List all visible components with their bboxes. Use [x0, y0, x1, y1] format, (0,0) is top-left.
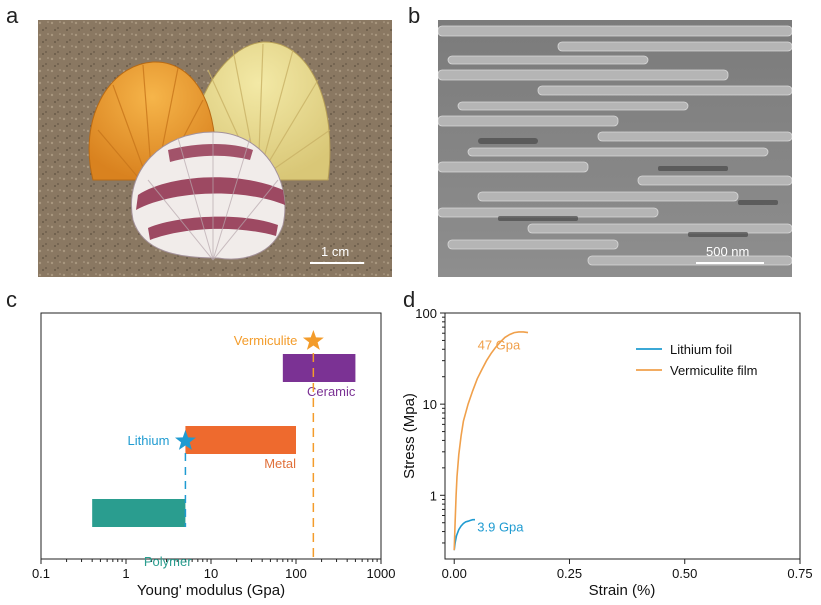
scale-label-a: 1 cm [321, 244, 350, 259]
panel-letter-d: d [403, 287, 416, 312]
stress-x-axis-title: Strain (%) [589, 582, 656, 599]
range-bar-polymer [92, 499, 186, 527]
series-line-vermiculite-film [453, 331, 529, 551]
scale-bar-b [696, 262, 764, 264]
range-bar-label-polymer: Polymer [144, 554, 192, 569]
range-bar-label-metal: Metal [264, 456, 296, 471]
vermiculite-marker-label: Vermiculite [234, 333, 298, 348]
modulus-x-tick-label: 0.1 [32, 566, 50, 581]
modulus-x-axis-title: Young' modulus (Gpa) [137, 582, 285, 599]
vermiculite-modulus-annotation: 47 Gpa [478, 337, 521, 352]
scale-bar-a [310, 262, 364, 264]
modulus-x-tick-label: 100 [285, 566, 307, 581]
stress-x-tick-label: 0.75 [787, 566, 812, 581]
stress-y-axis-title: Stress (Mpa) [401, 393, 418, 479]
stress-plot-frame [444, 312, 801, 560]
vermiculite-star-marker [302, 330, 324, 350]
stress-x-tick-label: 0.50 [672, 566, 697, 581]
stress-y-tick-label: 1 [430, 488, 437, 503]
modulus-x-tick-label: 10 [204, 566, 218, 581]
panel-letter-a: a [6, 3, 19, 28]
lithium-marker-label: Lithium [127, 433, 169, 448]
lithium-modulus-annotation: 3.9 Gpa [477, 520, 524, 535]
modulus-chart: 0.1 1 10 100 1000 Polymer Metal Ceramic Vermic… [32, 312, 396, 599]
stress-y-tick-label: 10 [423, 397, 437, 412]
panel-letter-c: c [6, 287, 17, 312]
sem-image: 500 nm [438, 20, 792, 277]
range-bar-ceramic [282, 354, 356, 382]
shells-photo: 1 cm [38, 20, 392, 277]
range-bar-metal [185, 426, 296, 454]
panel-letter-b: b [408, 3, 421, 28]
legend-label-2: Vermiculite film [670, 363, 757, 378]
scale-label-b: 500 nm [706, 244, 750, 259]
series-line-lithium-foil [453, 518, 475, 551]
lithium-star-marker [175, 430, 196, 450]
stress-x-tick-label: 0.25 [557, 566, 582, 581]
stress-y-tick-label: 100 [415, 306, 437, 321]
legend-label-1: Lithium foil [670, 342, 732, 357]
modulus-x-tick-label: 1000 [367, 566, 396, 581]
stress-x-tick-label: 0.00 [442, 566, 467, 581]
range-bar-label-ceramic: Ceramic [307, 384, 356, 399]
stress-strain-chart: 0.00 0.25 0.50 0.75 1 10 100 3.9 Gpa 47 Gpa Lit… [401, 306, 813, 599]
modulus-x-tick-label: 1 [122, 566, 129, 581]
